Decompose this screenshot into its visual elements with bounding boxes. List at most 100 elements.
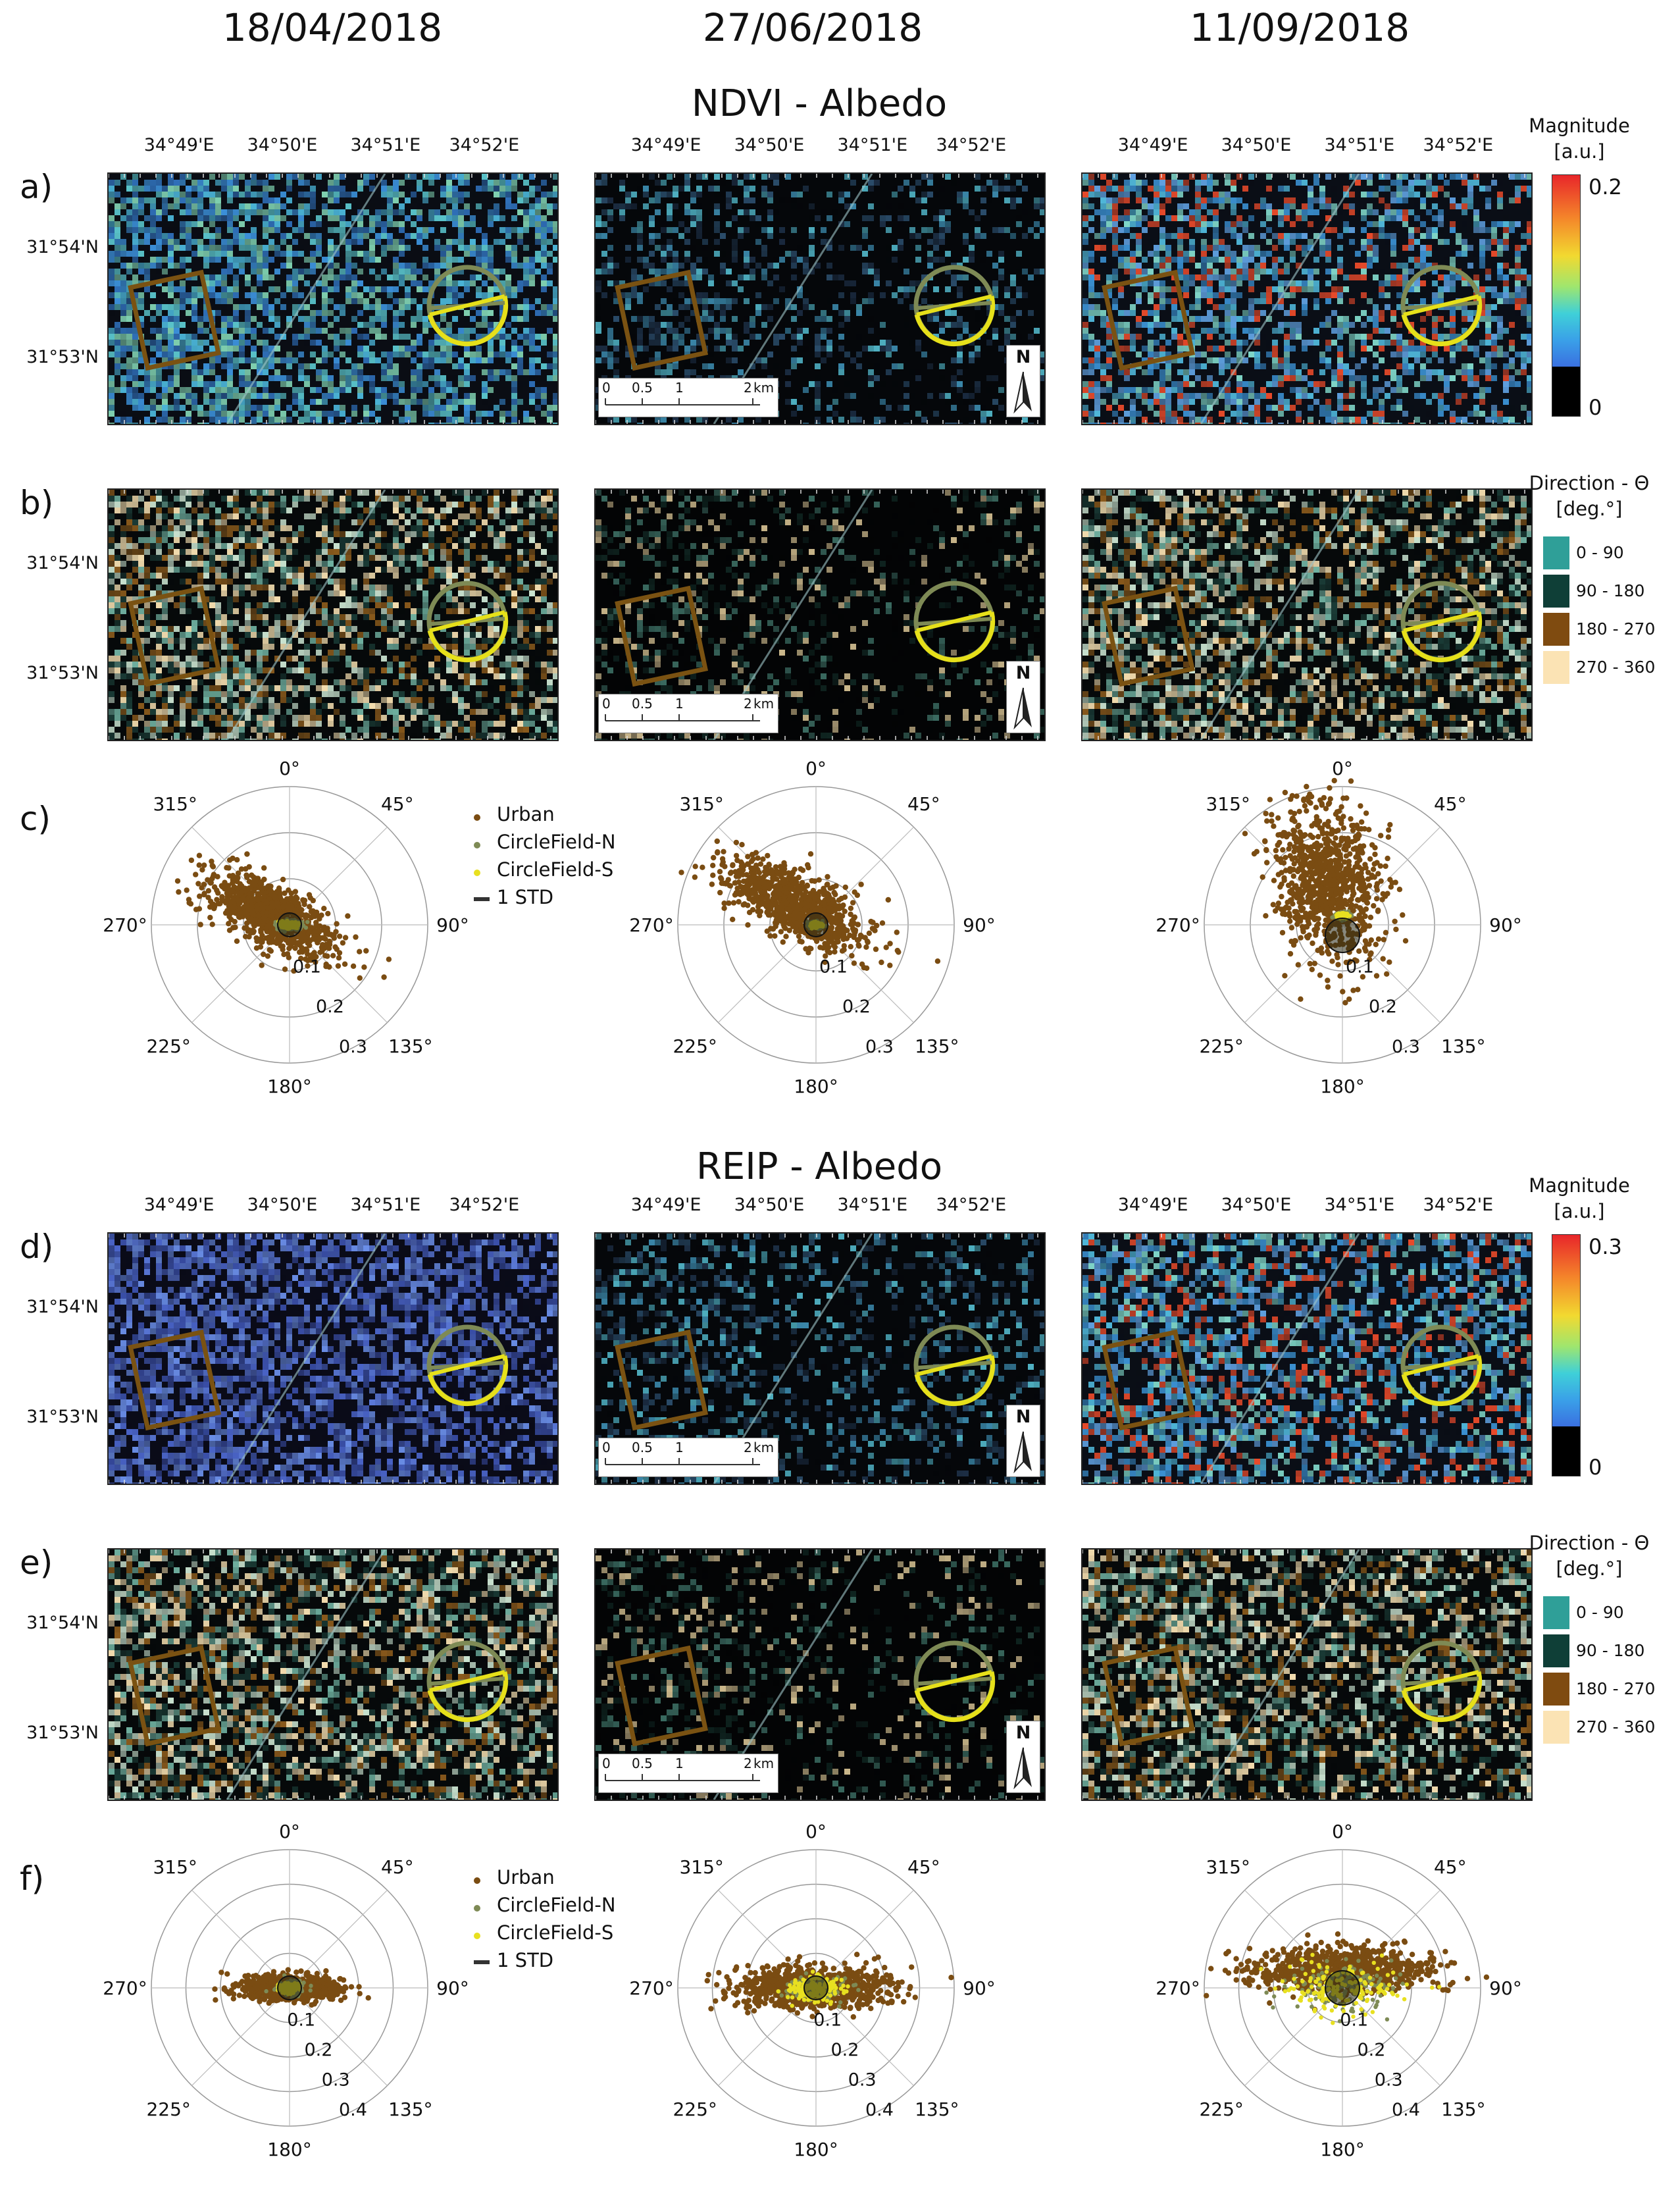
scatter-point [1325, 949, 1330, 954]
direction-swatch-ndvi-2 [1543, 575, 1569, 608]
scatter-point [319, 949, 324, 954]
scatter-point [764, 910, 769, 915]
polar-radius-label-2: 0.2 [1369, 997, 1397, 1017]
scatter-point [1313, 883, 1318, 889]
scatter-point [855, 922, 860, 927]
date-col-3: 11/09/2018 [1129, 5, 1471, 50]
polar-angle-label-0: 0° [279, 758, 300, 779]
scatter-point [848, 906, 853, 911]
scatter-point [205, 895, 211, 900]
scatter-point [1362, 862, 1367, 867]
scatter-point [1293, 883, 1298, 889]
scatter-point [254, 945, 259, 951]
scatter-point [1374, 884, 1379, 889]
scatter-point [796, 886, 801, 891]
scatter-point [935, 958, 940, 964]
scatter-point [1300, 906, 1306, 911]
scatter-point [1286, 883, 1291, 888]
scatter-point [715, 849, 720, 854]
scatter-point [718, 875, 723, 880]
scatter-point [1271, 902, 1276, 907]
scatter-point [773, 894, 778, 899]
scatter-point [1271, 823, 1276, 829]
scatter-point [251, 918, 257, 923]
magnitude-legend-title-line2: [a.u.] [1514, 1199, 1645, 1224]
scale-tick-2: 2 [744, 696, 752, 712]
scatter-point [765, 853, 770, 858]
scatter-point [1263, 847, 1269, 852]
lon-tick-ndvi-col2-3: 34°51'E [820, 135, 925, 155]
scatter-point [1308, 800, 1313, 806]
scatter-point [224, 908, 230, 913]
scatter-point [844, 927, 850, 933]
scatter-point [821, 907, 827, 912]
scatter-point [1346, 997, 1352, 1002]
scatter-point [301, 934, 307, 939]
scatter-point [1315, 948, 1320, 953]
scatter-point [783, 879, 788, 885]
scatter-point [271, 1969, 276, 1974]
scatter-point [1321, 880, 1326, 885]
scatter-point [790, 924, 796, 929]
scatter-point [307, 1992, 312, 1997]
scatter-point [1328, 891, 1333, 897]
scatter-point [731, 900, 736, 905]
scatter-point [1260, 874, 1265, 879]
scatter-point [1385, 891, 1390, 896]
scatter-point [878, 960, 884, 965]
scatter-point [851, 916, 856, 921]
panel-label-c: c) [20, 800, 51, 838]
scatter-point [201, 891, 207, 896]
scatter-point [1344, 841, 1349, 847]
magnitude-legend-title-line1: Magnitude [1514, 113, 1645, 139]
scatter-point [749, 858, 754, 864]
scatter-point [262, 894, 267, 899]
scatter-point [357, 1991, 363, 1996]
scatter-point [1315, 877, 1321, 883]
scatter-point [224, 891, 230, 896]
scatter-point [1290, 856, 1295, 862]
scatter-point [784, 890, 789, 895]
magnitude-legend-min-ndvi: 0 [1589, 395, 1602, 420]
scatter-point [734, 853, 739, 858]
scatter-point [1271, 878, 1277, 883]
scatter-point [742, 889, 747, 894]
map-reip-direction-1 [107, 1548, 559, 1801]
scatter-point [222, 1987, 227, 1992]
polar-angle-label-225: 225° [1199, 1035, 1243, 1057]
scatter-point [186, 897, 191, 902]
scatter-point [341, 1977, 346, 1983]
scatter-point [1300, 867, 1305, 872]
polar-chart: 0°45°90°135°180°225°270°315°0.10.20.3 [1145, 727, 1540, 1122]
scatter-point [1309, 914, 1314, 919]
scatter-point [1381, 956, 1386, 961]
scatter-point [1276, 872, 1281, 877]
scatter-point [825, 941, 830, 947]
scatter-point [1369, 842, 1375, 847]
scatter-point [1339, 835, 1344, 841]
scatter-point [1317, 972, 1323, 977]
scatter-point [315, 1975, 320, 1980]
scatter-point [825, 881, 830, 887]
scatter-point [313, 1984, 318, 1989]
scatter-point [343, 935, 348, 940]
scale-tick-05: 0.5 [632, 380, 653, 396]
scatter-point [792, 867, 797, 872]
scatter-point [734, 840, 739, 845]
scatter-point [231, 1984, 236, 1989]
scatter-point [1287, 918, 1292, 924]
scatter-point [832, 949, 837, 954]
scatter-point [1387, 822, 1392, 827]
scatter-point [736, 899, 741, 904]
panel-label-e: e) [20, 1544, 53, 1582]
scatter-point [1356, 949, 1362, 954]
scatter-point [361, 964, 367, 970]
scatter-point [1273, 848, 1279, 853]
scatter-point [257, 918, 262, 924]
scatter-point [1300, 855, 1306, 860]
scatter-point [353, 934, 358, 939]
scatter-point [856, 943, 861, 949]
scatter-point [1310, 904, 1315, 910]
scatter-point [1335, 827, 1340, 833]
